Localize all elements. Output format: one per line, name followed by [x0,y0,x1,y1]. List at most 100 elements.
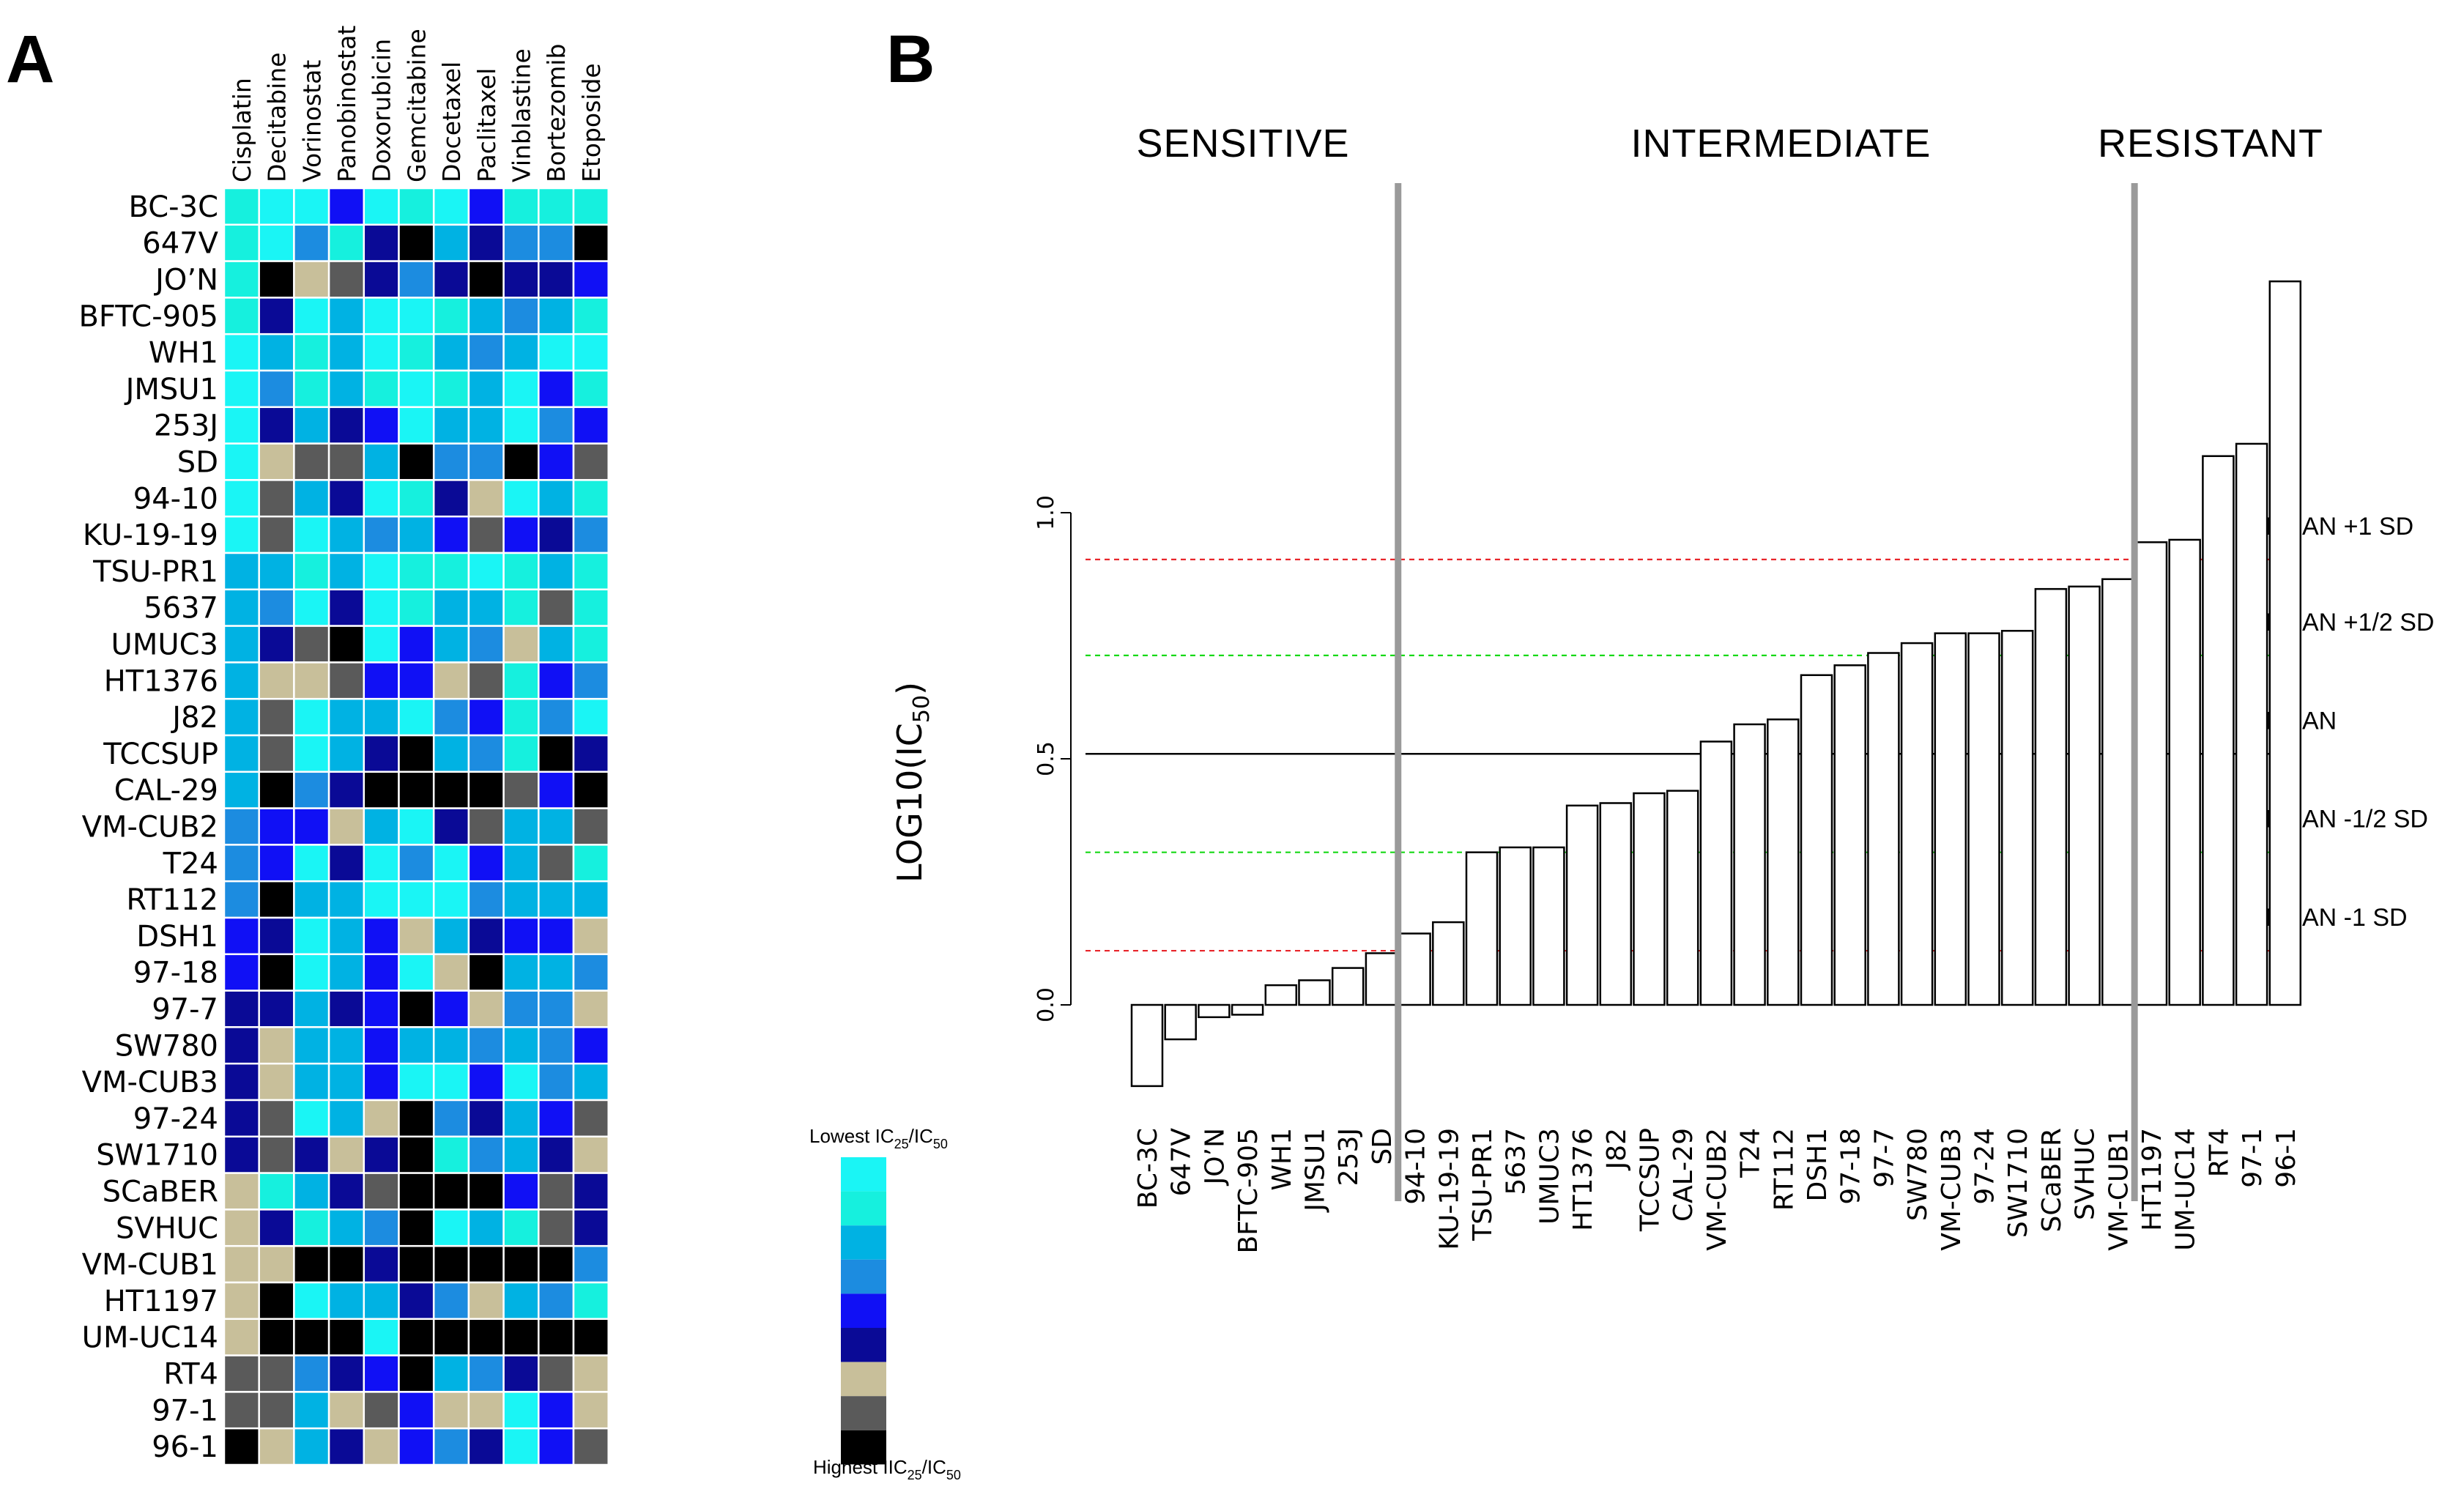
cell-line-label: SW1710 [96,1139,218,1173]
cell-line-label: VM-CUB2 [82,811,218,844]
heatmap-cell [223,1318,260,1356]
heatmap-cell [467,1427,505,1466]
heatmap-cell [327,187,365,226]
heatmap-cell [293,697,330,737]
heatmap-cell [363,1208,400,1247]
heatmap-cell [502,625,540,664]
heatmap-cell [467,916,505,956]
bar-category-label: VM-CUB3 [1937,1128,1967,1251]
heatmap-cell [223,953,260,992]
heatmap-cell [293,1354,330,1393]
heatmap-cell [293,1318,330,1356]
heatmap-cell [502,1208,540,1247]
bar-category-label: 97-1 [2238,1128,2268,1188]
heatmap-cell [398,734,435,773]
cell-line-label: TCCSUP [103,738,218,771]
heatmap-cell [538,771,575,809]
heatmap-cell [258,1427,295,1466]
heatmap-cell [327,1172,365,1211]
cell-line-label: 97-24 [133,1102,218,1136]
heatmap-cell [398,588,435,627]
heatmap-cell [293,297,330,335]
group-titles: SENSITIVE INTERMEDIATE RESISTANT [1136,122,2323,166]
drug-header: Vinblastine [507,48,535,182]
heatmap-cell [223,1391,260,1430]
cell-line-label: 94-10 [133,482,218,516]
group-title: RESISTANT [2098,122,2323,166]
heatmap-cell [572,588,609,627]
heatmap-cell [502,1354,540,1393]
panel-b-letter: B [886,22,935,97]
heatmap-cell [223,442,260,481]
heatmap-cell [538,1208,575,1247]
heatmap-cell [398,369,435,409]
heatmap-cell [467,1244,505,1284]
bar [1432,921,1465,1006]
heatmap-cell [572,1208,609,1247]
y-tick-label: 0.0 [1034,987,1059,1022]
heatmap-cell [327,661,365,700]
bar-category-label: 97-18 [1836,1128,1866,1205]
heatmap-cell [293,1391,330,1430]
heatmap-cell [223,333,260,372]
heatmap-cell [467,1135,505,1174]
heatmap-cell [432,625,470,664]
heatmap-cell [572,333,609,372]
cell-line-label: VM-CUB3 [82,1066,218,1099]
heatmap-cell [502,333,540,372]
heatmap-cell [538,260,575,299]
heatmap-cell [538,442,575,481]
y-tick-label: 0.5 [1034,741,1059,776]
heatmap-cell [293,1172,330,1211]
heatmap-cell [258,406,295,445]
heatmap-cell [398,223,435,262]
heatmap-cell [223,990,260,1028]
heatmap-cell [432,844,470,883]
heatmap-cell [223,697,260,737]
heatmap-cell [572,1026,609,1065]
heatmap-cell [538,1244,575,1284]
heatmap-cell [293,406,330,445]
heatmap-cell [572,1281,609,1321]
heatmap-cell [502,844,540,883]
heatmap-cell [293,369,330,409]
heatmap-cell [258,1318,295,1356]
heatmap-cell [398,1026,435,1065]
cell-line-label: RT112 [126,883,218,917]
heatmap-cell [467,515,505,554]
heatmap-cell [432,1354,470,1393]
heatmap-cell [432,1281,470,1321]
cell-line-label: 5637 [144,592,218,625]
cell-line-label: JMSU1 [124,373,218,406]
bar [2134,541,2168,1006]
heatmap-cell [258,1062,295,1102]
heatmap-cell [223,1062,260,1102]
heatmap-cell [572,807,609,846]
heatmap-cell [223,1135,260,1174]
heatmap-cell [572,734,609,773]
bar [1633,792,1666,1006]
bar [1934,632,1967,1006]
heatmap-cell [327,552,365,591]
heatmap-cell [502,1135,540,1174]
bar [1867,652,1900,1006]
heatmap-cell [363,515,400,554]
heatmap-cell [502,297,540,335]
heatmap-cell [538,1427,575,1466]
heatmap-cell [398,880,435,919]
heatmap-cell [398,260,435,299]
heatmap-cell [258,442,295,481]
heatmap-cell [293,734,330,773]
heatmap-cell [363,625,400,664]
heatmap-cell [223,1099,260,1138]
heatmap-cell [258,661,295,700]
heatmap-cell [502,588,540,627]
heatmap-cell [502,1062,540,1102]
heatmap-cell [293,661,330,700]
heatmap-cell [572,552,609,591]
heatmap-cell [398,479,435,518]
cell-line-label: J82 [170,701,218,735]
heatmap-cell [572,880,609,919]
panel-b-barchart: B SENSITIVE INTERMEDIATE RESISTANT 0.0 0.5 1… [886,22,2434,1254]
cell-line-label: BC-3C [129,190,218,224]
